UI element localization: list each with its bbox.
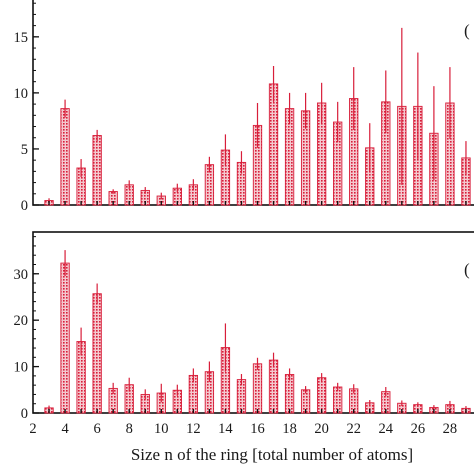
x-tick-label: 14 <box>218 421 233 437</box>
bar <box>316 377 327 414</box>
bar <box>268 83 279 206</box>
x-tick-label: 16 <box>250 421 265 437</box>
x-tick-label: 6 <box>94 421 101 437</box>
bar <box>60 262 70 414</box>
y-tick-label: 15 <box>14 30 29 46</box>
x-tick-label: 28 <box>443 421 458 437</box>
x-tick-label: 18 <box>282 421 297 437</box>
x-tick-label: 10 <box>154 421 169 437</box>
y-tick-label: 10 <box>14 86 29 102</box>
bar <box>252 363 263 414</box>
x-tick-label: 2 <box>29 421 36 437</box>
x-axis-title: Size n of the ring [total number of atom… <box>131 445 413 464</box>
y-tick-label: 30 <box>14 267 29 283</box>
y-tick-label: 5 <box>21 142 28 158</box>
bar <box>92 293 102 414</box>
y-tick-label: 0 <box>21 198 28 214</box>
y-tick-label: 20 <box>14 313 29 329</box>
panel-label: ( <box>464 21 470 40</box>
y-tick-label: 0 <box>21 406 28 422</box>
x-tick-label: 12 <box>186 421 201 437</box>
y-tick-label: 10 <box>14 360 29 376</box>
bar <box>268 359 279 414</box>
panel-label: ( <box>464 260 470 279</box>
x-tick-label: 8 <box>126 421 133 437</box>
x-tick-label: 24 <box>379 421 394 437</box>
x-tick-label: 20 <box>314 421 329 437</box>
bar <box>92 135 102 206</box>
bar <box>60 108 70 206</box>
top-panel: 0 5 10 15 ( <box>14 0 474 214</box>
x-tick-label: 26 <box>411 421 426 437</box>
x-tick-label: 22 <box>346 421 361 437</box>
x-tick-label: 4 <box>61 421 69 437</box>
